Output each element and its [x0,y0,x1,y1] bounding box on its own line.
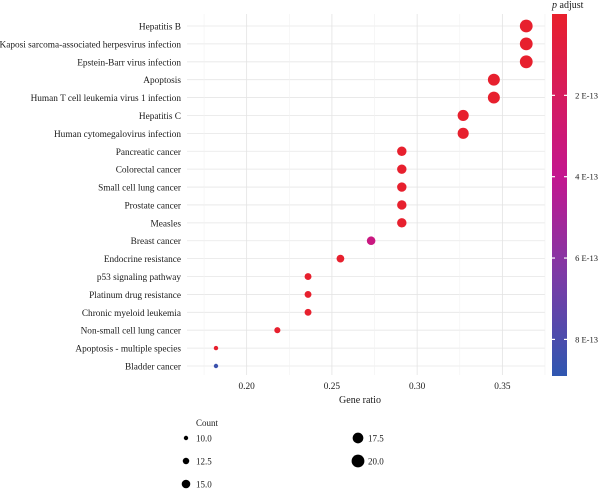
size-legend-label: 20.0 [368,457,384,467]
y-tick-label-human-t-cell-leukemia-virus-1-infection: Human T cell leukemia virus 1 infection [31,93,182,104]
x-tick-label: 0.35 [494,382,511,392]
point-colorectal-cancer [397,164,407,174]
size-legend-label: 12.5 [196,457,212,467]
size-legend-dot-15-0 [181,479,191,489]
y-tick-label-p53-signaling-pathway: p53 signaling pathway [97,273,182,283]
size-legend-label: 15.0 [196,480,212,490]
y-tick-label-platinum-drug-resistance: Platinum drug resistance [89,291,181,301]
y-tick-label-colorectal-cancer: Colorectal cancer [116,166,182,176]
color-legend-ticks: 2 E-13 4 E-13 6 E-13 8 E-13 [552,90,598,344]
point-small-cell-lung-cancer [397,182,407,192]
y-tick-label-bladder-cancer: Bladder cancer [125,363,182,373]
point-apoptosis [487,73,500,86]
size-legend-dot-10-0 [183,435,189,441]
y-tick-label-hepatitis-c: Hepatitis C [139,112,181,122]
y-tick-label-human-cytomegalovirus-infection: Human cytomegalovirus infection [54,129,181,140]
point-apoptosis-multiple-species [213,345,219,351]
x-axis-label: Gene ratio [339,395,381,406]
size-legend: Count 10.0 12.5 15.0 17.5 20.0 [181,418,384,490]
color-legend-title: p adjust [551,0,584,11]
point-human-cytomegalovirus-infection [457,127,469,139]
point-endocrine-resistance [336,254,345,263]
point-chronic-myeloid-leukemia [304,308,312,316]
y-tick-label-hepatitis-b: Hepatitis B [139,23,181,33]
point-measles [397,218,407,228]
y-tick-label-apoptosis-multiple-species: Apoptosis - multiple species [75,345,181,355]
color-legend-tick-label: 6 E-13 [575,253,598,263]
x-gridlines [203,14,546,375]
x-tick-labels: 0.20 0.25 0.30 0.35 [239,382,511,392]
y-tick-label-small-cell-lung-cancer: Small cell lung cancer [98,184,182,194]
y-tick-label-measles: Measles [151,219,182,229]
size-legend-dot-12-5 [182,457,190,465]
point-hepatitis-c [457,109,469,122]
color-legend-bar [552,14,567,376]
size-legend-title: Count [196,418,219,428]
color-legend-tick-label: 4 E-13 [575,172,598,182]
size-legend-items: 10.0 12.5 15.0 17.5 20.0 [181,432,384,490]
x-tick-label: 0.20 [239,382,256,392]
x-tick-label: 0.30 [409,382,426,392]
color-legend: p adjust 2 E-13 4 E-13 6 E-13 8 E-13 [551,0,598,376]
color-legend-tick-label: 8 E-13 [575,334,598,344]
size-legend-dot-20-0 [351,454,365,468]
y-tick-label-endocrine-resistance: Endocrine resistance [104,255,181,265]
point-pancreatic-cancer [397,146,407,156]
y-tick-label-breast-cancer: Breast cancer [131,237,182,247]
color-legend-title-p: p [551,0,557,11]
y-tick-label-kaposi-sarcoma-associated-herpesvirus-infection: Kaposi sarcoma-associated herpesvirus in… [0,39,181,50]
y-tick-label-pancreatic-cancer: Pancreatic cancer [116,148,182,158]
point-epstein-barr-virus-infection [519,55,533,69]
point-human-t-cell-leukemia-virus-1-infection [487,91,500,104]
y-tick-label-prostate-cancer: Prostate cancer [124,201,181,211]
y-tick-label-apoptosis: Apoptosis [143,76,181,86]
color-legend-tick-label: 2 E-13 [575,90,598,100]
point-p53-signaling-pathway [304,273,312,280]
point-prostate-cancer [397,200,407,210]
y-tick-labels: Hepatitis B Kaposi sarcoma-associated her… [0,23,182,373]
y-tick-label-chronic-myeloid-leukemia: Chronic myeloid leukemia [82,309,181,319]
x-tick-label: 0.25 [324,382,341,392]
y-tick-label-epstein-barr-virus-infection: Epstein-Barr virus infection [77,57,181,68]
point-bladder-cancer [213,363,219,369]
size-legend-dot-17-5 [352,432,364,444]
point-platinum-drug-resistance [304,290,312,298]
point-kaposi-sarcoma-associated-herpesvirus-infection [519,37,533,51]
point-non-small-cell-lung-cancer [274,327,281,334]
y-tick-label-non-small-cell-lung-cancer: Non-small cell lung cancer [81,327,182,337]
size-legend-label: 17.5 [368,434,384,444]
plot-panel [187,14,545,375]
size-legend-label: 10.0 [196,434,212,444]
data-points [213,19,533,369]
point-hepatitis-b [519,19,533,33]
color-legend-title-rest: adjust [557,0,584,11]
point-breast-cancer [366,236,376,246]
